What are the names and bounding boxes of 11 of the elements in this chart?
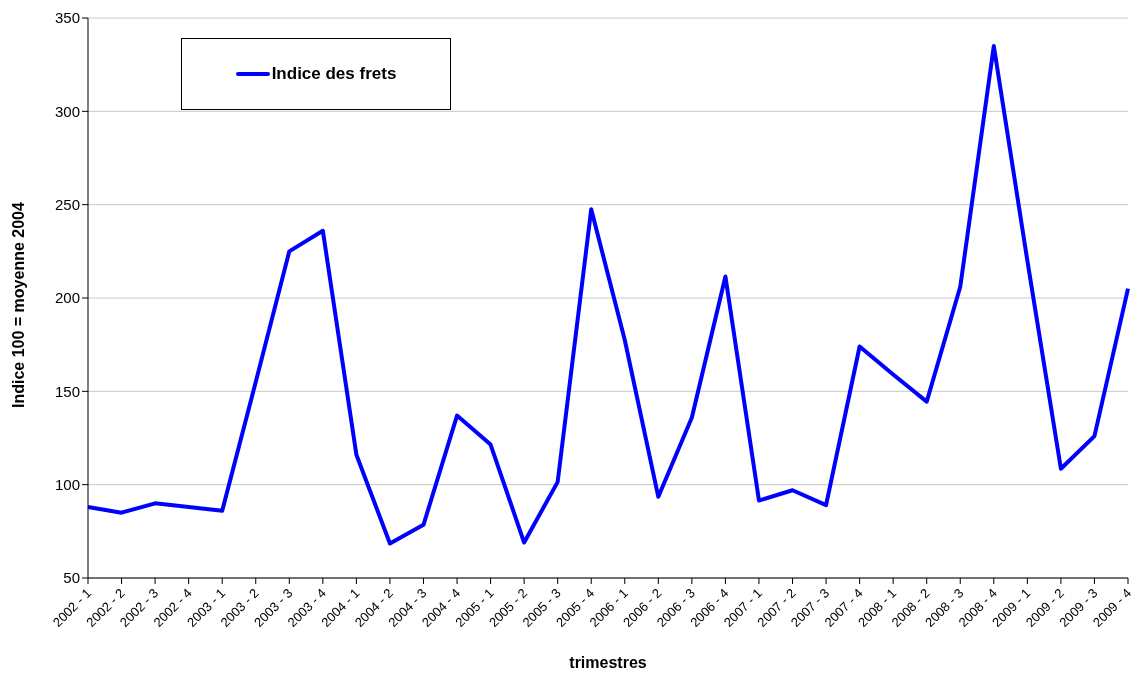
y-tick-label: 100 — [54, 475, 80, 493]
y-tick-label: 50 — [63, 569, 80, 587]
legend-label: Indice des frets — [271, 64, 397, 84]
line-series — [86, 44, 1130, 546]
y-axis-title: Indice 100 = moyenne 2004 — [9, 202, 27, 408]
y-tick-label: 300 — [54, 102, 80, 120]
y-tick-label: 150 — [54, 382, 80, 400]
x-axis-title: trimestres — [569, 654, 647, 671]
y-tick-label: 350 — [54, 9, 80, 27]
y-tick-label: 250 — [54, 195, 80, 213]
y-tick-label: 200 — [54, 289, 80, 307]
